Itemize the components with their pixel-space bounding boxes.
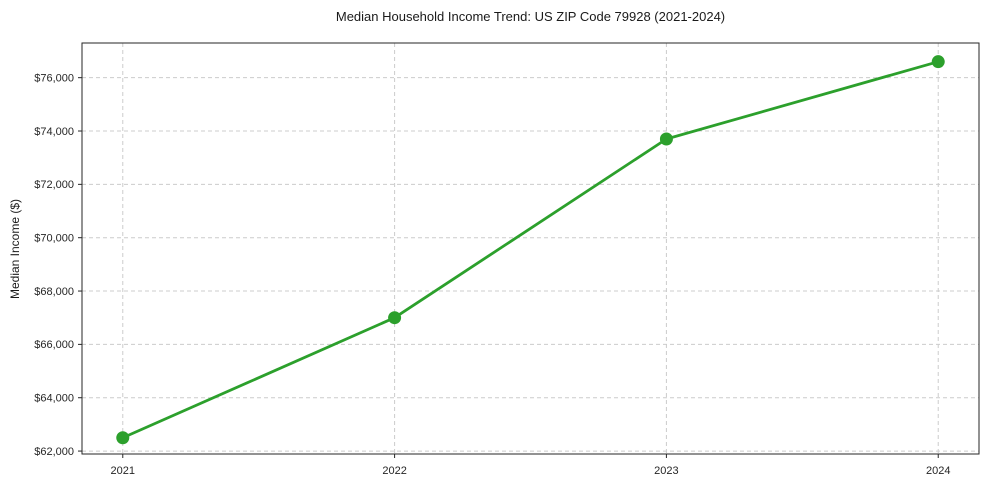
x-tick-label: 2024 — [926, 465, 950, 477]
chart-title: Median Household Income Trend: US ZIP Co… — [335, 9, 726, 24]
y-tick-label: $74,000 — [34, 126, 74, 138]
y-tick-label: $66,000 — [34, 339, 74, 351]
income-line-series — [121, 60, 940, 440]
y-tick-label: $72,000 — [34, 179, 74, 191]
plot-frame — [81, 42, 980, 455]
data-point-2023 — [659, 132, 673, 146]
y-tick-label: $68,000 — [34, 286, 74, 298]
data-point-2021 — [116, 431, 130, 445]
y-tick-label: $70,000 — [34, 232, 74, 244]
y-tick-label: $62,000 — [34, 446, 74, 458]
data-point-2022 — [388, 311, 402, 325]
x-tick-label: 2022 — [382, 465, 406, 477]
data-point-2024 — [931, 55, 945, 69]
x-tick-label: 2023 — [654, 465, 678, 477]
y-tick-label: $64,000 — [34, 392, 74, 404]
x-tick-label: 2021 — [111, 465, 135, 477]
y-tick-label: $76,000 — [34, 72, 74, 84]
